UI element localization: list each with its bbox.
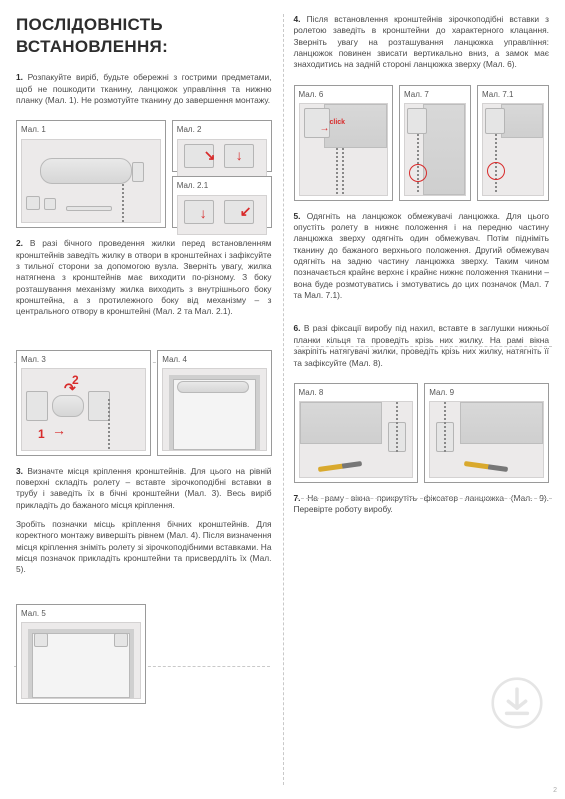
figure-5-label: Мал. 5: [21, 609, 141, 619]
figure-4: Мал. 4: [157, 350, 271, 456]
anno-click: click: [330, 118, 346, 127]
figure-7-1-label: Мал. 7.1: [482, 90, 544, 100]
figure-row-3-4: Мал. 3 1 2 → ↷ Мал. 4: [16, 350, 272, 456]
figure-row-8-9: Мал. 8 Мал. 9: [294, 383, 550, 483]
figure-7-illus: [404, 103, 466, 196]
page-title: ПОСЛІДОВНІСТЬ ВСТАНОВЛЕННЯ:: [16, 14, 272, 58]
figure-2-1-illus: ↓ ↙: [177, 195, 267, 235]
figure-6: Мал. 6 click →: [294, 85, 394, 201]
step-3a-text: 3. Визначте місця кріплення кронштейнів.…: [16, 466, 272, 511]
step-4-num: 4.: [294, 14, 301, 24]
step-2-body: В разі бічного проведення жилки перед вс…: [16, 238, 272, 316]
figure-4-illus: [162, 368, 266, 451]
figure-7: Мал. 7: [399, 85, 471, 201]
step-3-num: 3.: [16, 466, 23, 476]
figure-5-illus: [21, 622, 141, 699]
figure-1-illus: [21, 139, 161, 224]
figure-3: Мал. 3 1 2 → ↷: [16, 350, 151, 456]
figure-1: Мал. 1: [16, 120, 166, 228]
watermark-icon: [491, 677, 543, 729]
step-1-num: 1.: [16, 72, 23, 82]
figure-6-label: Мал. 6: [299, 90, 389, 100]
figure-8-label: Мал. 8: [299, 388, 414, 398]
step-5-num: 5.: [294, 211, 301, 221]
step-7-text: 7. На раму вікна прикрутіть фіксатор лан…: [294, 493, 550, 516]
left-column: ПОСЛІДОВНІСТЬ ВСТАНОВЛЕННЯ: 1. Розпакуйт…: [16, 14, 272, 785]
figure-2-1-label: Мал. 2.1: [177, 181, 267, 191]
step-2-num: 2.: [16, 238, 23, 248]
step-4-text: 4. Після встановлення кронштейнів зірочк…: [294, 14, 550, 71]
figure-row-1-2: Мал. 1 Мал. 2 ↘ ↓: [16, 120, 272, 228]
figure-9-illus: [429, 401, 544, 478]
figure-7-1: Мал. 7.1: [477, 85, 549, 201]
page-number: 2: [553, 786, 557, 795]
step-6-num: 6.: [294, 323, 301, 333]
step-3a-body: Визначте місця кріплення кронштейнів. Дл…: [16, 466, 272, 510]
right-column: 4. Після встановлення кронштейнів зірочк…: [294, 14, 550, 785]
step-4-body: Після встановлення кронштейнів зірочкопо…: [294, 14, 550, 69]
hdash-right-2: [296, 498, 552, 499]
step-1-text: 1. Розпакуйте виріб, будьте обережні з г…: [16, 72, 272, 106]
step-2-text: 2. В разі бічного проведення жилки перед…: [16, 238, 272, 317]
step-1-body: Розпакуйте виріб, будьте обережні з гост…: [16, 72, 272, 105]
figure-9-label: Мал. 9: [429, 388, 544, 398]
figure-3-illus: 1 2 → ↷: [21, 368, 146, 451]
figure-2-label: Мал. 2: [177, 125, 267, 135]
figure-5: Мал. 5: [16, 604, 146, 704]
figure-1-label: Мал. 1: [21, 125, 161, 135]
vertical-divider: [283, 14, 284, 785]
figure-8: Мал. 8: [294, 383, 419, 483]
figure-row-5: Мал. 5: [16, 604, 272, 704]
step-5-text: 5. Одягніть на ланцюжок обмежувачі ланцю…: [294, 211, 550, 302]
figure-9: Мал. 9: [424, 383, 549, 483]
figure-6-illus: click →: [299, 103, 389, 196]
figure-8-illus: [299, 401, 414, 478]
figure-7-1-illus: [482, 103, 544, 196]
step-7-body: На раму вікна прикрутіть фіксатор ланцюж…: [294, 493, 550, 514]
hdash-right-1: [296, 346, 552, 347]
figure-row-6-7: Мал. 6 click → Мал. 7: [294, 85, 550, 201]
figure-3-label: Мал. 3: [21, 355, 146, 365]
step-3b-text: Зробіть позначки місць кріплення бічних …: [16, 519, 272, 576]
figure-7-label: Мал. 7: [404, 90, 466, 100]
figure-2-illus: ↘ ↓: [177, 139, 267, 179]
figure-2-1: Мал. 2.1 ↓ ↙: [172, 176, 272, 228]
figure-2: Мал. 2 ↘ ↓: [172, 120, 272, 172]
anno-1: 1: [38, 427, 45, 443]
figure-4-label: Мал. 4: [162, 355, 266, 365]
step-5-body: Одягніть на ланцюжок обмежувачі ланцюжка…: [294, 211, 550, 300]
